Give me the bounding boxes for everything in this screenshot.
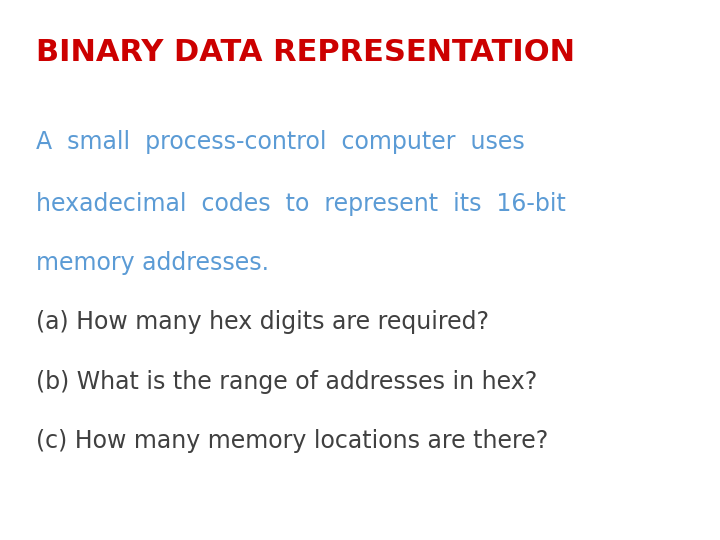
Text: (a) How many hex digits are required?: (a) How many hex digits are required? [36,310,489,334]
Text: (c) How many memory locations are there?: (c) How many memory locations are there? [36,429,548,453]
Text: A  small  process-control  computer  uses: A small process-control computer uses [36,130,525,153]
Text: BINARY DATA REPRESENTATION: BINARY DATA REPRESENTATION [36,38,575,67]
Text: memory addresses.: memory addresses. [36,251,269,275]
Text: hexadecimal  codes  to  represent  its  16-bit: hexadecimal codes to represent its 16-bi… [36,192,566,215]
Text: (b) What is the range of addresses in hex?: (b) What is the range of addresses in he… [36,370,537,394]
